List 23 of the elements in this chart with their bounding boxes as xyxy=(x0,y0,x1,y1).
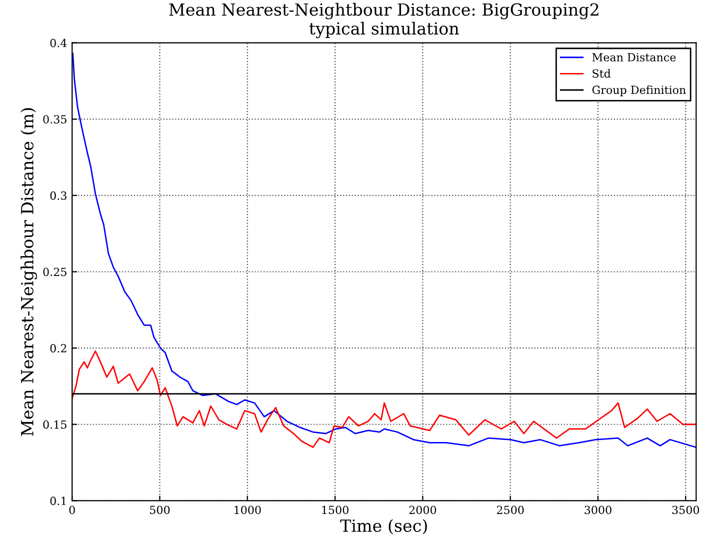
legend-label: Group Definition xyxy=(592,85,686,96)
y-tick-label: 0.1 xyxy=(50,496,66,506)
legend-label: Mean Distance xyxy=(592,53,676,62)
legend-label: Std xyxy=(592,69,611,78)
chart-title: Mean Nearest-Neightbour Distance: BigGrouping2 typical simulation xyxy=(169,2,598,38)
y-tick-label: 0.35 xyxy=(43,115,66,124)
y-tick-label: 0.4 xyxy=(50,38,67,48)
y-tick-label: 0.15 xyxy=(43,420,66,429)
y-tick-label: 0.2 xyxy=(50,344,66,352)
line-series xyxy=(72,350,696,448)
x-tick-label: 3500 xyxy=(672,506,700,514)
y-axis-title: Mean Nearest-Neighbour Distance (m) xyxy=(20,108,37,436)
x-axis-title: Time (sec) xyxy=(340,519,427,534)
line-series xyxy=(72,52,696,448)
x-tick-label: 2500 xyxy=(496,506,524,514)
x-tick-label: 3000 xyxy=(584,506,612,514)
y-tick-label: 0.3 xyxy=(50,191,66,200)
x-tick-label: 1000 xyxy=(234,506,261,514)
x-tick-label: 0 xyxy=(69,506,75,514)
x-tick-label: 500 xyxy=(150,506,170,514)
y-tick-label: 0.25 xyxy=(43,268,66,276)
x-tick-label: 2000 xyxy=(409,506,436,514)
x-tick-label: 1500 xyxy=(322,506,348,514)
